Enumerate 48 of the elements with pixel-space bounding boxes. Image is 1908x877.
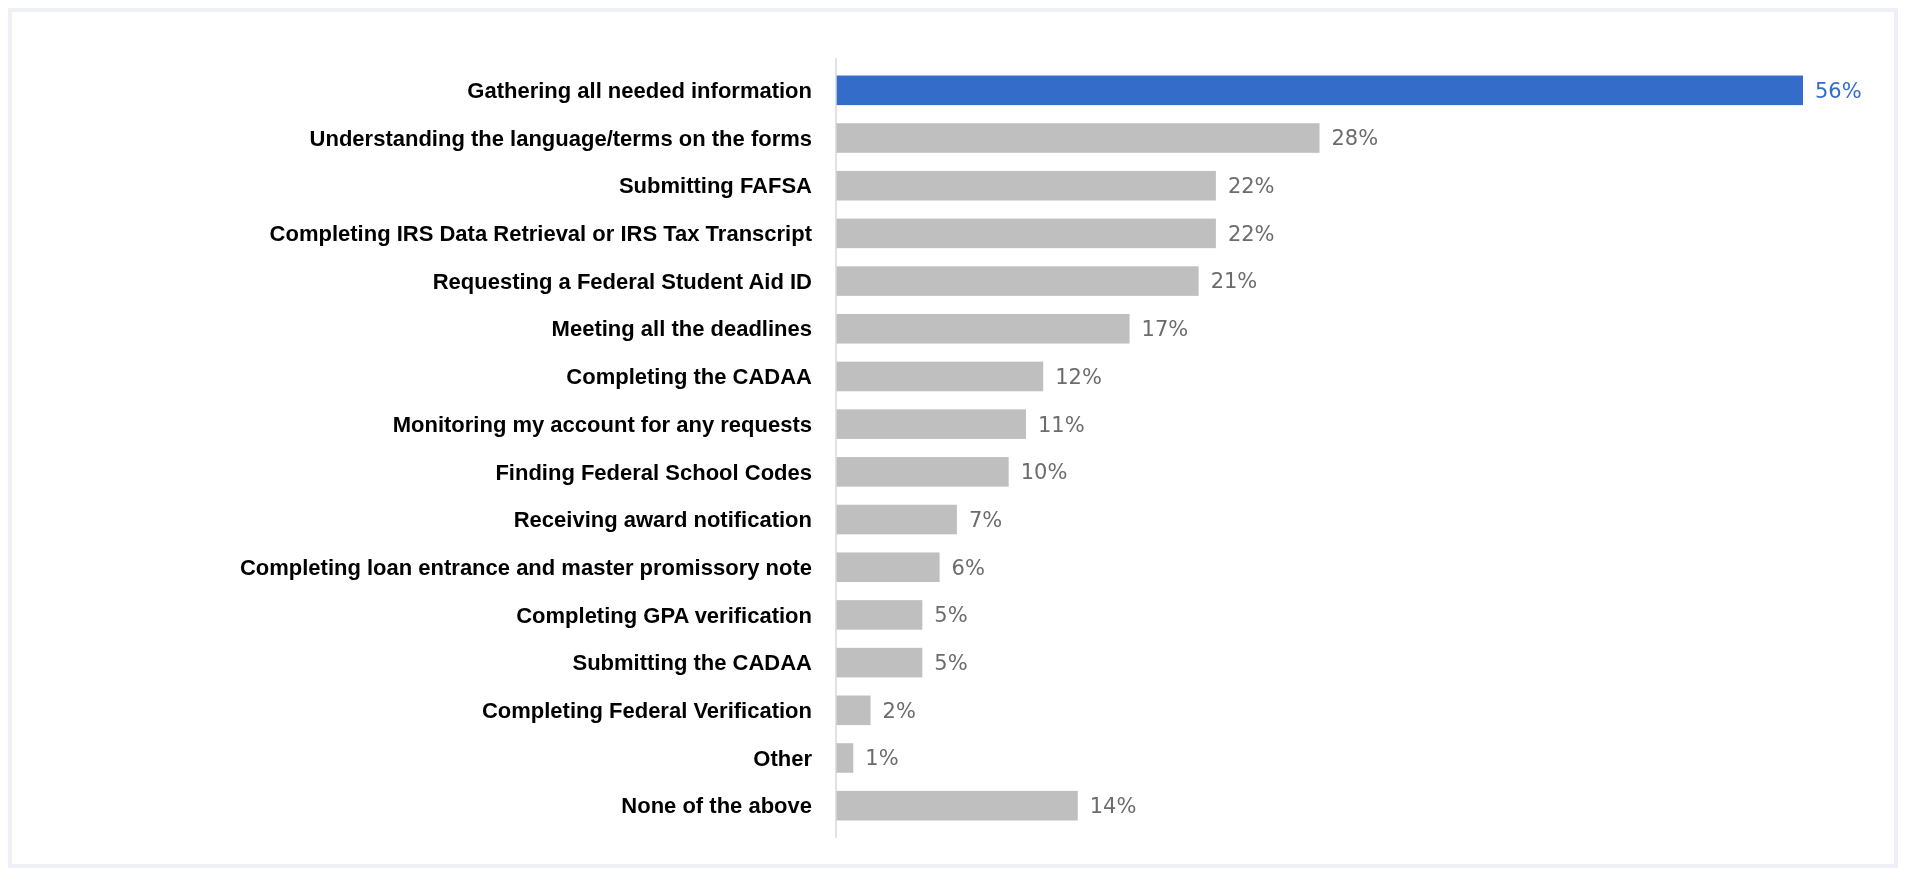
bar xyxy=(836,266,1199,296)
bar xyxy=(836,123,1320,153)
y-tick-label: Monitoring my account for any requests xyxy=(392,411,812,437)
y-tick-label: Completing Federal Verification xyxy=(481,698,812,723)
bar xyxy=(836,743,854,773)
y-tick-label: Completing loan entrance and master promissory note xyxy=(239,554,812,580)
y-tick-label: Completing GPA verification xyxy=(516,602,812,628)
data-label: 28% xyxy=(1331,126,1379,151)
data-label: 11% xyxy=(1037,412,1085,437)
data-label: 5% xyxy=(934,603,968,628)
bar xyxy=(836,170,1216,201)
bar xyxy=(836,504,957,535)
y-tick-label: Finding Federal School Codes xyxy=(495,459,812,485)
data-label: 22% xyxy=(1227,221,1275,246)
data-label: 12% xyxy=(1055,364,1102,389)
data-label: 10% xyxy=(1020,460,1068,485)
y-tick-label: Receiving award notification xyxy=(513,507,812,533)
y-tick-label: Completing IRS Data Retrieval or IRS Tax Transcript xyxy=(269,221,813,247)
data-label: 1% xyxy=(865,746,899,771)
y-tick-label: None of the above xyxy=(621,793,812,819)
bar xyxy=(836,552,940,583)
y-tick-label: Requesting a Federal Student Aid ID xyxy=(432,268,812,294)
bar xyxy=(836,409,1026,439)
data-label: 22% xyxy=(1227,174,1275,199)
bar xyxy=(836,457,1009,487)
bar xyxy=(836,361,1044,392)
y-tick-label: Completing the CADAA xyxy=(566,364,813,390)
data-label: 6% xyxy=(951,555,985,580)
data-label: 21% xyxy=(1210,269,1258,294)
y-tick-label: Gathering all needed information xyxy=(467,78,812,104)
bar xyxy=(836,695,871,726)
bar xyxy=(836,75,1803,106)
data-label: 2% xyxy=(882,698,916,723)
bar xyxy=(836,790,1078,821)
data-label: 17% xyxy=(1141,317,1189,342)
y-tick-label: Other xyxy=(753,745,813,771)
bar xyxy=(836,313,1130,344)
data-label: 56% xyxy=(1815,78,1862,103)
y-tick-label: Meeting all the deadlines xyxy=(551,316,812,342)
data-label: 7% xyxy=(968,507,1003,532)
data-label: 14% xyxy=(1089,794,1137,819)
bar xyxy=(836,647,923,678)
bar xyxy=(836,600,923,630)
bar xyxy=(836,218,1216,249)
y-tick-label: Submitting the CADAA xyxy=(572,650,813,676)
y-tick-label: Understanding the language/terms on the forms xyxy=(309,125,812,151)
y-tick-label: Submitting FAFSA xyxy=(618,173,813,199)
data-label: 5% xyxy=(934,650,968,675)
